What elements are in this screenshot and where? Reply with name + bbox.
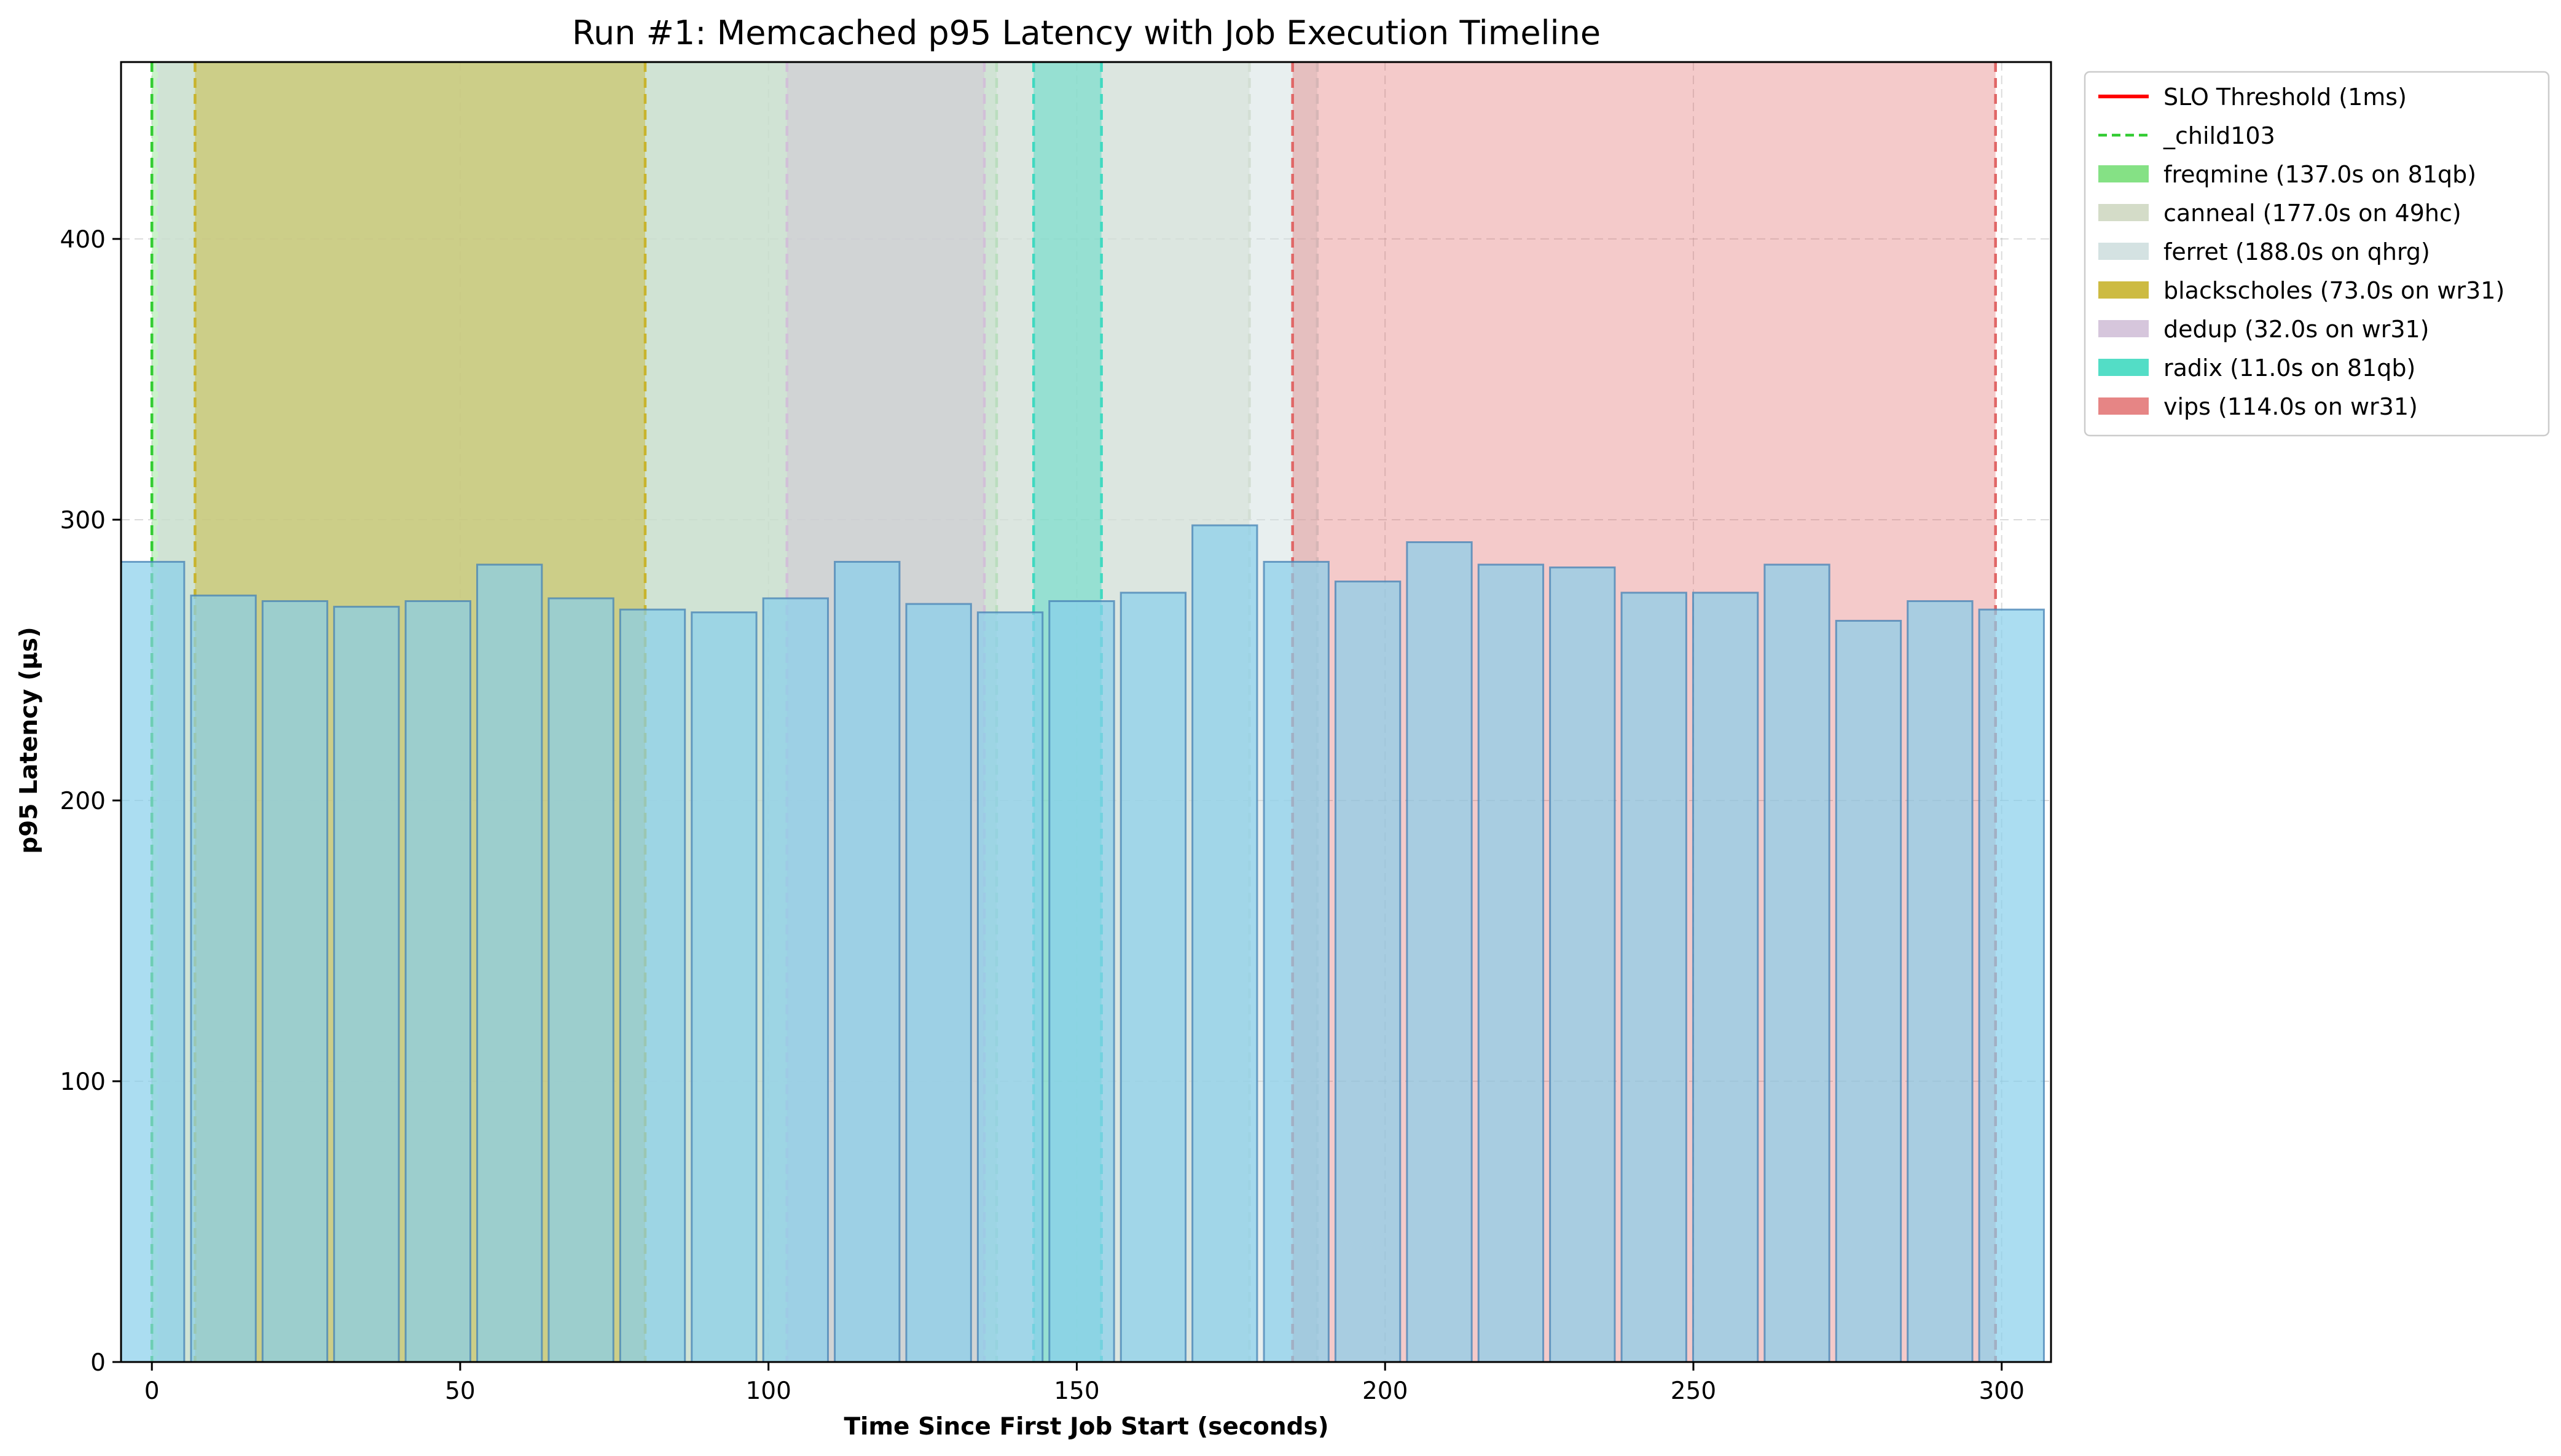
- axes-frame: [120, 61, 2052, 1363]
- x-axis-label: Time Since First Job Start (seconds): [844, 1413, 1328, 1441]
- bars: [121, 524, 2045, 1362]
- legend-label: SLO Threshold (1ms): [2163, 84, 2407, 111]
- x-tick-label: 250: [1671, 1377, 1716, 1405]
- legend-swatch-job: [2098, 281, 2149, 299]
- legend-swatch-job: [2098, 243, 2149, 260]
- y-tick-label: 200: [60, 788, 106, 815]
- legend-label: freqmine (137.0s on 81qb): [2163, 161, 2476, 188]
- x-tick-label: 0: [144, 1377, 160, 1405]
- legend-label: blackscholes (73.0s on wr31): [2163, 277, 2504, 304]
- bar: [834, 560, 901, 1362]
- bar: [1549, 566, 1616, 1362]
- x-tick-label: 200: [1362, 1377, 1408, 1405]
- legend-label: dedup (32.0s on wr31): [2163, 316, 2430, 343]
- legend: SLO Threshold (1ms) _child103 freqmine (13…: [2084, 71, 2550, 437]
- bar: [121, 560, 186, 1362]
- x-tick-label: 100: [745, 1377, 791, 1405]
- bar: [476, 563, 543, 1362]
- legend-swatch-job: [2098, 397, 2149, 415]
- legend-swatch-job: [2098, 359, 2149, 376]
- bar: [1763, 563, 1830, 1362]
- y-tick-label: 0: [90, 1349, 106, 1377]
- bar: [333, 606, 400, 1362]
- plot-area: 0 50 100 150 200 250 300 0 100 200 300 400: [60, 61, 2052, 1405]
- bar: [404, 600, 471, 1362]
- legend-swatch-job: [2098, 320, 2149, 337]
- bar: [905, 603, 972, 1362]
- bar: [1048, 600, 1115, 1362]
- legend-label: vips (114.0s on wr31): [2163, 393, 2418, 420]
- y-tick-label: 100: [60, 1068, 106, 1096]
- y-axis-label: p95 Latency (µs): [15, 627, 43, 853]
- y-tick-label: 400: [60, 226, 106, 254]
- bar: [1835, 619, 1902, 1362]
- x-tick-label: 50: [445, 1377, 476, 1405]
- legend-label: radix (11.0s on 81qb): [2163, 354, 2415, 382]
- bar: [691, 611, 758, 1362]
- x-tick-label: 150: [1054, 1377, 1099, 1405]
- bar: [547, 597, 614, 1362]
- bar: [1692, 592, 1759, 1362]
- legend-label: ferret (188.0s on qhrg): [2163, 238, 2430, 265]
- legend-swatch-job: [2098, 165, 2149, 182]
- bar: [619, 608, 686, 1362]
- x-tick-label: 300: [1979, 1377, 2024, 1405]
- bar: [1120, 592, 1187, 1362]
- legend-label: _child103: [2163, 122, 2275, 149]
- bar: [1978, 608, 2045, 1362]
- legend-swatch-job: [2098, 204, 2149, 221]
- legend-label: canneal (177.0s on 49hc): [2163, 200, 2461, 227]
- bar: [1907, 600, 1974, 1362]
- bar: [976, 611, 1044, 1362]
- bar: [1620, 592, 1687, 1362]
- bar: [1334, 580, 1402, 1362]
- bar: [1477, 563, 1545, 1362]
- chart-title: Run #1: Memcached p95 Latency with Job E…: [572, 14, 1601, 52]
- y-tick-label: 300: [60, 507, 106, 534]
- bar: [1406, 541, 1473, 1362]
- bar: [762, 597, 829, 1362]
- bar: [1263, 560, 1330, 1362]
- legend-box: [2084, 71, 2550, 437]
- bar: [1191, 524, 1258, 1362]
- bar: [261, 600, 329, 1362]
- bar: [190, 594, 257, 1362]
